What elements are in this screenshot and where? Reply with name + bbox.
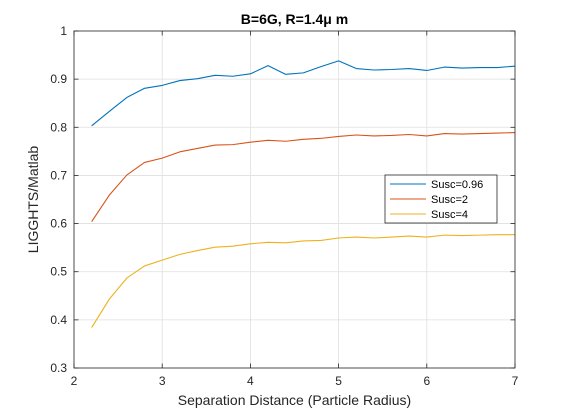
legend-label-1: Susc=0.96 [431, 179, 483, 191]
y-tick-label: 0.3 [50, 361, 67, 375]
y-tick-label: 0.9 [50, 72, 67, 86]
x-tick-label: 3 [159, 374, 166, 388]
y-tick-label: 1 [60, 24, 67, 38]
x-tick-label: 7 [512, 374, 519, 388]
y-tick-label: 0.6 [50, 217, 67, 231]
x-tick-label: 6 [423, 374, 430, 388]
y-axis-label: LIGGHTS/Matlab [25, 146, 41, 254]
chart-title: B=6G, R=1.4μ m [241, 11, 348, 27]
legend: Susc=0.96 Susc=2 Susc=4 [385, 175, 497, 223]
x-tick-label: 4 [247, 374, 254, 388]
x-axis-label: Separation Distance (Particle Radius) [178, 392, 411, 408]
x-tick-label: 5 [335, 374, 342, 388]
legend-label-2: Susc=2 [431, 194, 468, 206]
y-tick-label: 0.7 [50, 168, 67, 182]
x-tick-label: 2 [71, 374, 78, 388]
y-tick-label: 0.4 [50, 313, 67, 327]
y-tick-label: 0.8 [50, 120, 67, 134]
y-tick-label: 0.5 [50, 265, 67, 279]
legend-label-3: Susc=4 [431, 209, 468, 221]
